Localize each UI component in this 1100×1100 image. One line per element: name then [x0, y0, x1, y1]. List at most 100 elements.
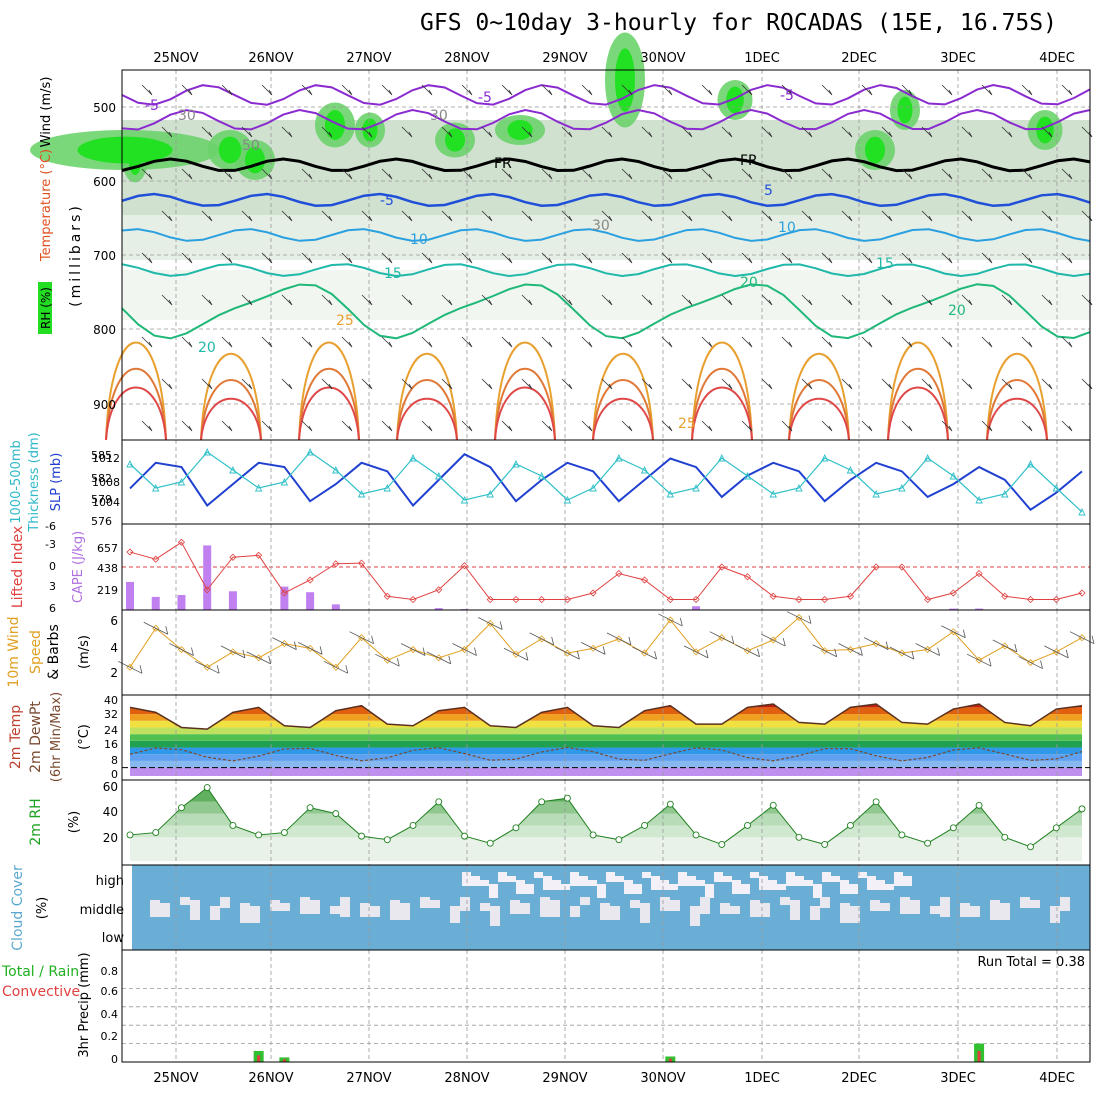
precip-conv-bar [257, 1055, 261, 1062]
cloud-high-block [714, 872, 723, 882]
wind-barb [841, 210, 853, 222]
wind-barb-10m [786, 611, 812, 624]
wind-barb [861, 336, 873, 348]
wind-barb [801, 294, 813, 306]
cloud-middle-block [340, 897, 350, 917]
precip-conv-bar [282, 1059, 286, 1062]
wind-barb [401, 378, 413, 390]
wind-barb [861, 84, 873, 96]
wind-barb-10m [915, 643, 941, 656]
cloud-middle-block [240, 903, 250, 923]
temp-ytick: 0 [111, 768, 118, 781]
wind-barb [221, 84, 233, 96]
cloud-level-label: middle [80, 903, 124, 918]
cape-bar [434, 608, 443, 610]
wind10-label: & Barbs [46, 624, 62, 680]
wind-barb [301, 168, 313, 180]
li-point [435, 586, 443, 594]
wind-barb [341, 336, 353, 348]
thickness-point [743, 471, 752, 480]
wind-axis-label: Wind (m/s) [39, 77, 54, 148]
temp-contour-warm [396, 353, 458, 441]
wind-barb [921, 210, 933, 222]
wind-barb [1001, 210, 1013, 222]
rh-point [898, 831, 906, 839]
date-label-top: 26NOV [248, 51, 293, 66]
thickness-point [203, 447, 211, 456]
wind-barb [341, 84, 353, 96]
wind-barb-10m [941, 625, 966, 639]
wind-ytick: 6 [110, 614, 118, 628]
cloud-middle-block [450, 906, 460, 923]
wind-barb [1001, 294, 1013, 306]
wind-barb [941, 252, 953, 264]
cloud-high-block [759, 876, 768, 890]
thickness-point [1052, 483, 1060, 492]
wind-barb [381, 420, 393, 432]
wind-barb [661, 252, 673, 264]
thickness-point [357, 489, 366, 498]
cloud-middle-block [850, 906, 860, 923]
contour-label: 50 [242, 138, 260, 154]
wind-barb [581, 84, 593, 96]
cloud-high-block [561, 884, 570, 890]
li-ytick: 3 [49, 580, 56, 593]
wind-barb [721, 210, 733, 222]
wind-barb [201, 210, 213, 222]
rh-band-2m [130, 801, 1082, 814]
cloud-middle-block [940, 897, 950, 917]
wind-barb [381, 84, 393, 96]
thickness-label: 1000-500mb [9, 440, 24, 524]
cloud-high-block [498, 872, 507, 882]
wind-barb [341, 420, 353, 432]
upper-ytick: 700 [93, 249, 116, 263]
cloud-middle-block [220, 897, 230, 908]
run-total: Run Total = 0.38 [977, 955, 1085, 970]
cloud-middle-block [360, 903, 370, 917]
contour-label: 20 [740, 275, 758, 291]
date-label-top: 30NOV [640, 51, 685, 66]
thickness-ytick: 582 [91, 472, 112, 485]
cloud-middle-block [820, 897, 830, 908]
cloud-middle-block [910, 900, 920, 914]
cloud-middle-block [730, 906, 740, 914]
rh-band [122, 270, 1090, 320]
wind-barb [421, 252, 433, 264]
thickness-point [280, 477, 289, 486]
wind-barb [521, 210, 533, 222]
wind-barb-10m [529, 632, 555, 646]
cloud-high-block [894, 872, 903, 886]
wind-barb-10m [349, 631, 374, 645]
isotherm-line [121, 83, 1091, 106]
wind-barb [801, 378, 813, 390]
contour-label: -5 [478, 90, 492, 106]
wind-barb [821, 420, 833, 432]
wind-barb [581, 336, 593, 348]
wind-barb [1021, 84, 1033, 96]
rh-peak-cell [865, 136, 885, 164]
cloud-high-block [723, 876, 732, 882]
wind-barb [381, 168, 393, 180]
wind-barb [721, 126, 733, 138]
temp-contour-warm [298, 367, 360, 441]
precip-ytick: 0.4 [101, 1008, 119, 1021]
temp2m-label: 2m Temp [8, 705, 24, 769]
wind-barb [601, 210, 613, 222]
cape-bar [975, 608, 984, 610]
rh-point [435, 798, 443, 806]
cloud-middle-block [570, 906, 580, 917]
wind-ytick: 2 [110, 666, 118, 680]
li-point [177, 538, 186, 546]
rh2m-label: 2m RH [28, 798, 44, 845]
rh-peak-cell [615, 48, 635, 112]
rh-point [1001, 833, 1009, 841]
cloud-middle-block [490, 906, 500, 926]
wind-barb [541, 84, 553, 96]
wind-barb [961, 294, 973, 306]
wind-barb [321, 126, 333, 138]
cloud-middle-block [190, 900, 200, 920]
temp-ytick: 24 [104, 724, 118, 737]
upper-ytick: 800 [93, 323, 116, 337]
wind-barb [701, 336, 713, 348]
cloud-high-block [696, 880, 705, 886]
